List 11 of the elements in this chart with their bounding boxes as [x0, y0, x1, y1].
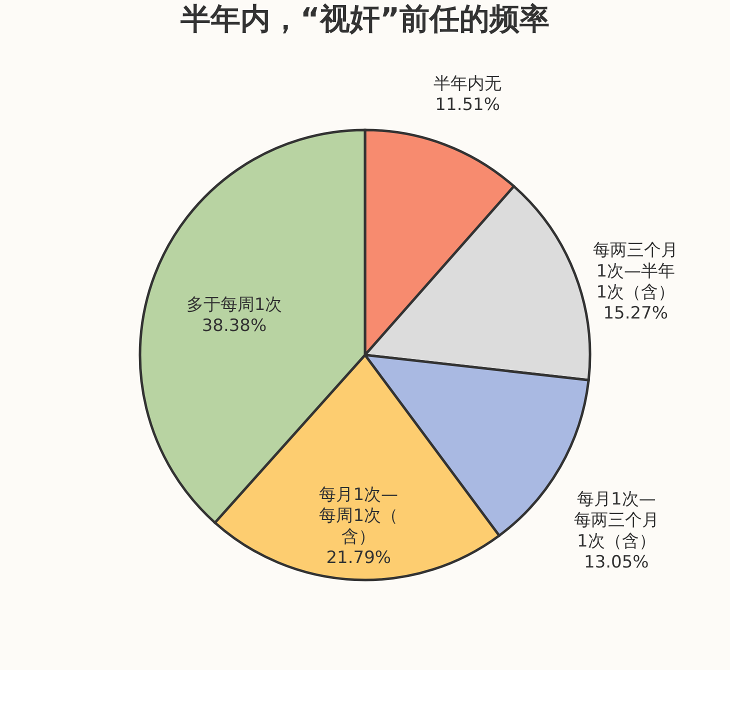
data-label: 13.05%	[584, 552, 649, 573]
chart-title: 半年内，“视奸”前任的频率	[179, 2, 550, 37]
data-label: 38.38%	[202, 316, 267, 336]
data-label: 11.51%	[435, 94, 500, 115]
slice-label: 多于每周1次	[186, 295, 282, 316]
slice-label: 每两三个月1次—半年1次（含）	[593, 240, 678, 303]
slice-label: 每月1次—每两三个月1次（含）	[574, 490, 659, 552]
data-label: 21.79%	[326, 548, 392, 568]
data-label: 15.27%	[603, 304, 668, 324]
slice-label: 每月1次—每周1次（含）	[319, 484, 398, 547]
slice-label: 半年内无	[434, 74, 502, 94]
